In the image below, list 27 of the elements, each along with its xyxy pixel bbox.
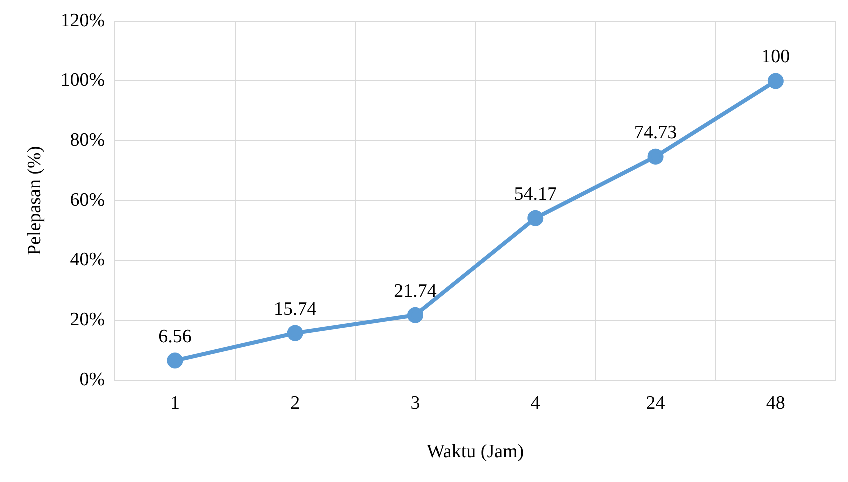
data-label: 15.74	[274, 298, 318, 320]
y-tick-label: 80%	[70, 130, 106, 152]
y-tick-label: 20%	[70, 310, 106, 331]
data-label: 6.56	[158, 326, 192, 348]
data-label: 74.73	[634, 122, 678, 144]
x-tick-label: 48	[766, 392, 786, 414]
y-tick-label: 100%	[60, 70, 106, 92]
point	[287, 325, 304, 342]
point	[768, 73, 784, 90]
y-tick-label: 40%	[70, 250, 106, 271]
data-label: 54.17	[514, 184, 558, 205]
x-tick-label: 24	[646, 392, 666, 414]
point	[528, 210, 544, 226]
x-tick-label: 4	[530, 392, 541, 414]
y-tick-label: 0%	[80, 369, 106, 390]
y-tick-label: 120%	[60, 10, 106, 32]
x-tick-label: 1	[170, 392, 180, 414]
point	[407, 307, 424, 324]
x-tick-label: 3	[410, 392, 420, 414]
y-tick-label: 60%	[70, 190, 106, 211]
x-tick-label: 2	[290, 392, 300, 414]
data-label: 21.74	[394, 280, 438, 302]
point	[167, 352, 184, 369]
point	[648, 148, 664, 165]
x-axis-title: Waktu (Jam)	[426, 442, 524, 463]
data-label: 100	[762, 46, 790, 68]
y-axis-title: Pelepasan (%)	[24, 146, 46, 256]
